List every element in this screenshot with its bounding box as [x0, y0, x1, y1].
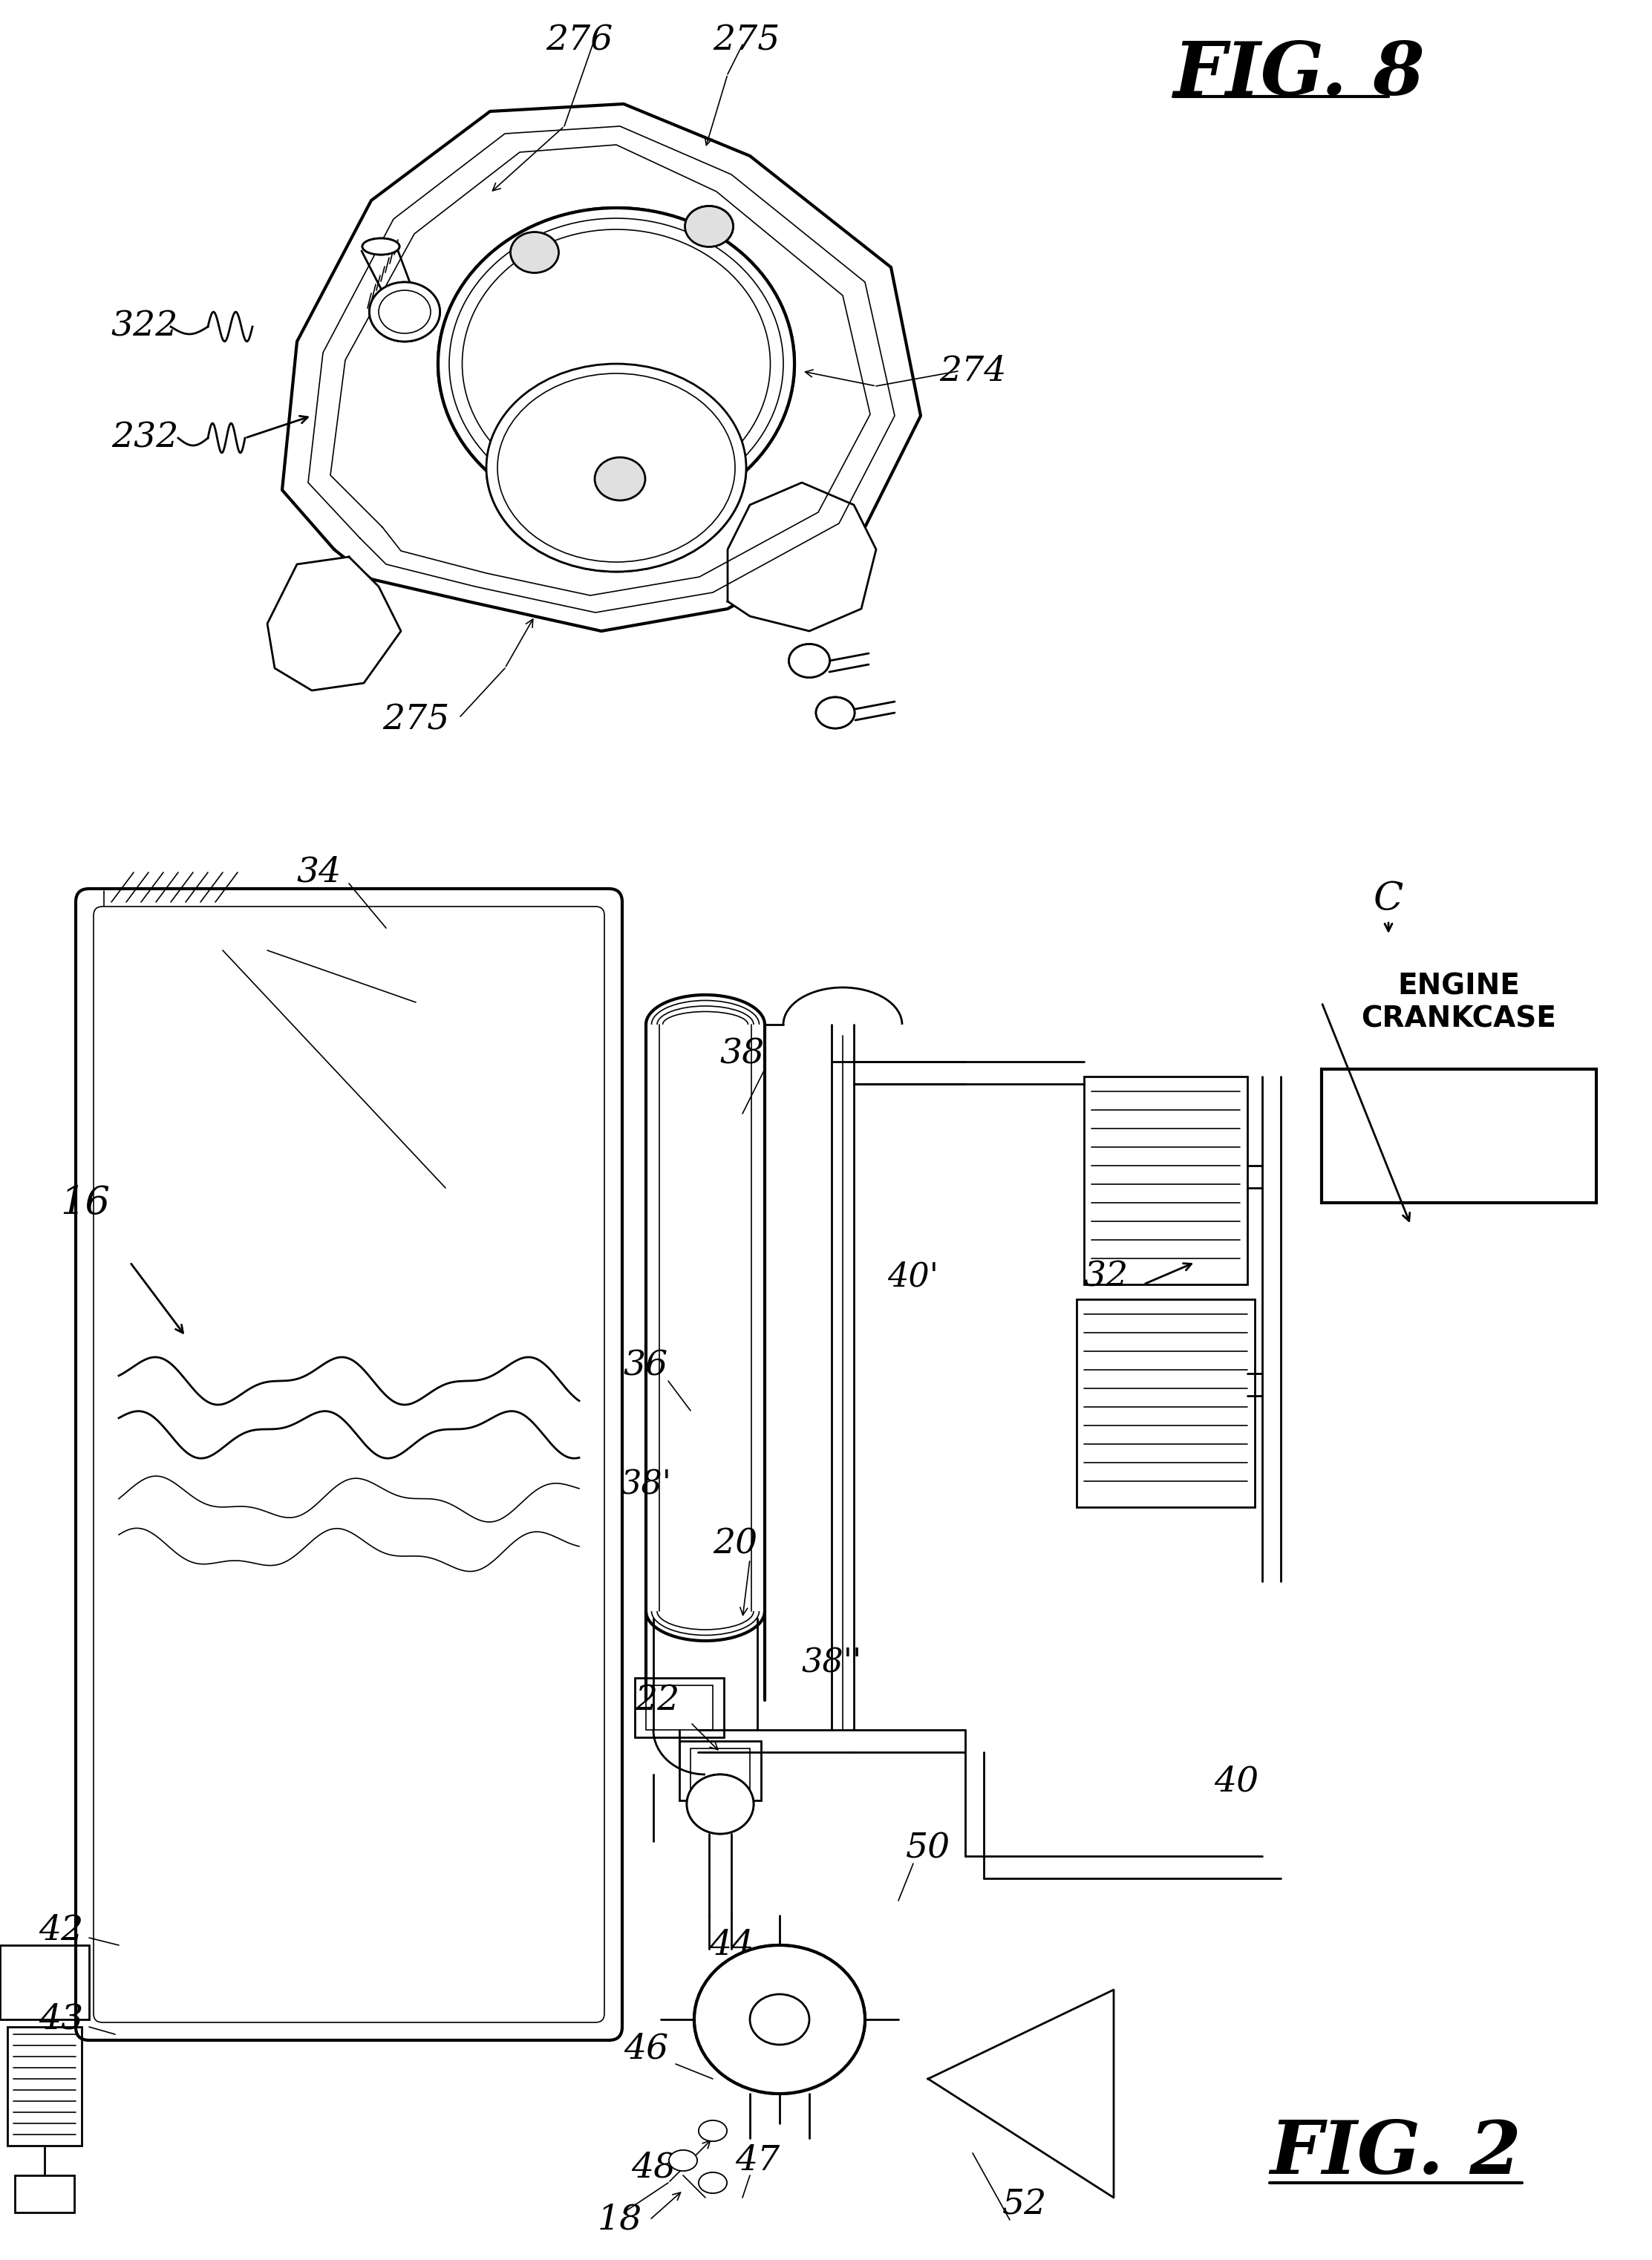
Text: 275: 275: [712, 25, 780, 59]
Text: C: C: [1373, 879, 1404, 918]
Text: 38: 38: [720, 1037, 765, 1071]
Text: ENGINE
CRANKCASE: ENGINE CRANKCASE: [1361, 972, 1556, 1033]
Text: 46: 46: [623, 2032, 669, 2066]
Polygon shape: [282, 104, 920, 631]
Text: 16: 16: [61, 1184, 111, 1223]
Ellipse shape: [687, 1774, 753, 1833]
Ellipse shape: [694, 1946, 866, 2093]
Text: 32: 32: [1084, 1261, 1128, 1293]
Bar: [1077, 1300, 1256, 1507]
Bar: [646, 1686, 712, 1729]
Polygon shape: [928, 1989, 1113, 2197]
Text: 275: 275: [382, 703, 449, 737]
Text: 34: 34: [297, 857, 342, 888]
Text: 20: 20: [712, 1528, 757, 1562]
Text: 48: 48: [631, 2152, 676, 2185]
Ellipse shape: [686, 206, 733, 246]
Text: 44: 44: [709, 1928, 753, 1962]
Ellipse shape: [699, 2120, 727, 2140]
Text: 18: 18: [598, 2204, 643, 2237]
Bar: [634, 1677, 724, 1738]
Bar: [1322, 1069, 1596, 1202]
Text: 40: 40: [1214, 1765, 1259, 1799]
Ellipse shape: [362, 237, 400, 255]
Bar: [15, 2176, 74, 2213]
Text: 42: 42: [38, 1914, 83, 1948]
Ellipse shape: [362, 237, 400, 255]
Text: 22: 22: [634, 1684, 679, 1718]
Polygon shape: [268, 556, 401, 692]
Text: 40': 40': [887, 1261, 938, 1293]
Ellipse shape: [699, 2172, 727, 2192]
Text: 52: 52: [1003, 2188, 1047, 2222]
Ellipse shape: [486, 364, 747, 572]
Ellipse shape: [669, 2149, 697, 2172]
Ellipse shape: [790, 644, 829, 678]
Bar: [679, 1740, 762, 1801]
Ellipse shape: [816, 696, 854, 728]
Ellipse shape: [370, 282, 439, 341]
Ellipse shape: [790, 644, 829, 678]
Ellipse shape: [699, 2172, 727, 2192]
Ellipse shape: [595, 457, 646, 499]
Text: 232: 232: [111, 420, 178, 454]
Text: 36: 36: [623, 1349, 669, 1383]
Ellipse shape: [370, 282, 439, 341]
Ellipse shape: [699, 2120, 727, 2140]
Bar: [691, 1749, 750, 1792]
Ellipse shape: [438, 208, 795, 520]
Ellipse shape: [694, 1946, 866, 2093]
Text: 322: 322: [111, 310, 178, 344]
Ellipse shape: [595, 457, 646, 499]
Bar: [1084, 1076, 1247, 1284]
Ellipse shape: [750, 1993, 809, 2045]
Ellipse shape: [686, 206, 733, 246]
Text: FIG. 8: FIG. 8: [1173, 38, 1424, 111]
Text: 43: 43: [38, 2002, 83, 2036]
Text: FIG. 2: FIG. 2: [1270, 2118, 1521, 2190]
FancyBboxPatch shape: [76, 888, 623, 2041]
Polygon shape: [727, 484, 876, 631]
Text: 276: 276: [545, 25, 613, 59]
Text: 50: 50: [905, 1833, 950, 1864]
Ellipse shape: [750, 1993, 809, 2045]
Bar: [7, 2027, 81, 2145]
Text: 38': 38': [621, 1469, 672, 1501]
Ellipse shape: [816, 696, 854, 728]
Text: 274: 274: [938, 355, 1006, 389]
Bar: [0, 1946, 89, 2020]
Ellipse shape: [510, 233, 558, 273]
Ellipse shape: [510, 233, 558, 273]
Text: 47: 47: [735, 2145, 780, 2176]
Text: 38'': 38'': [801, 1648, 862, 1679]
Ellipse shape: [687, 1774, 753, 1833]
Ellipse shape: [669, 2149, 697, 2172]
